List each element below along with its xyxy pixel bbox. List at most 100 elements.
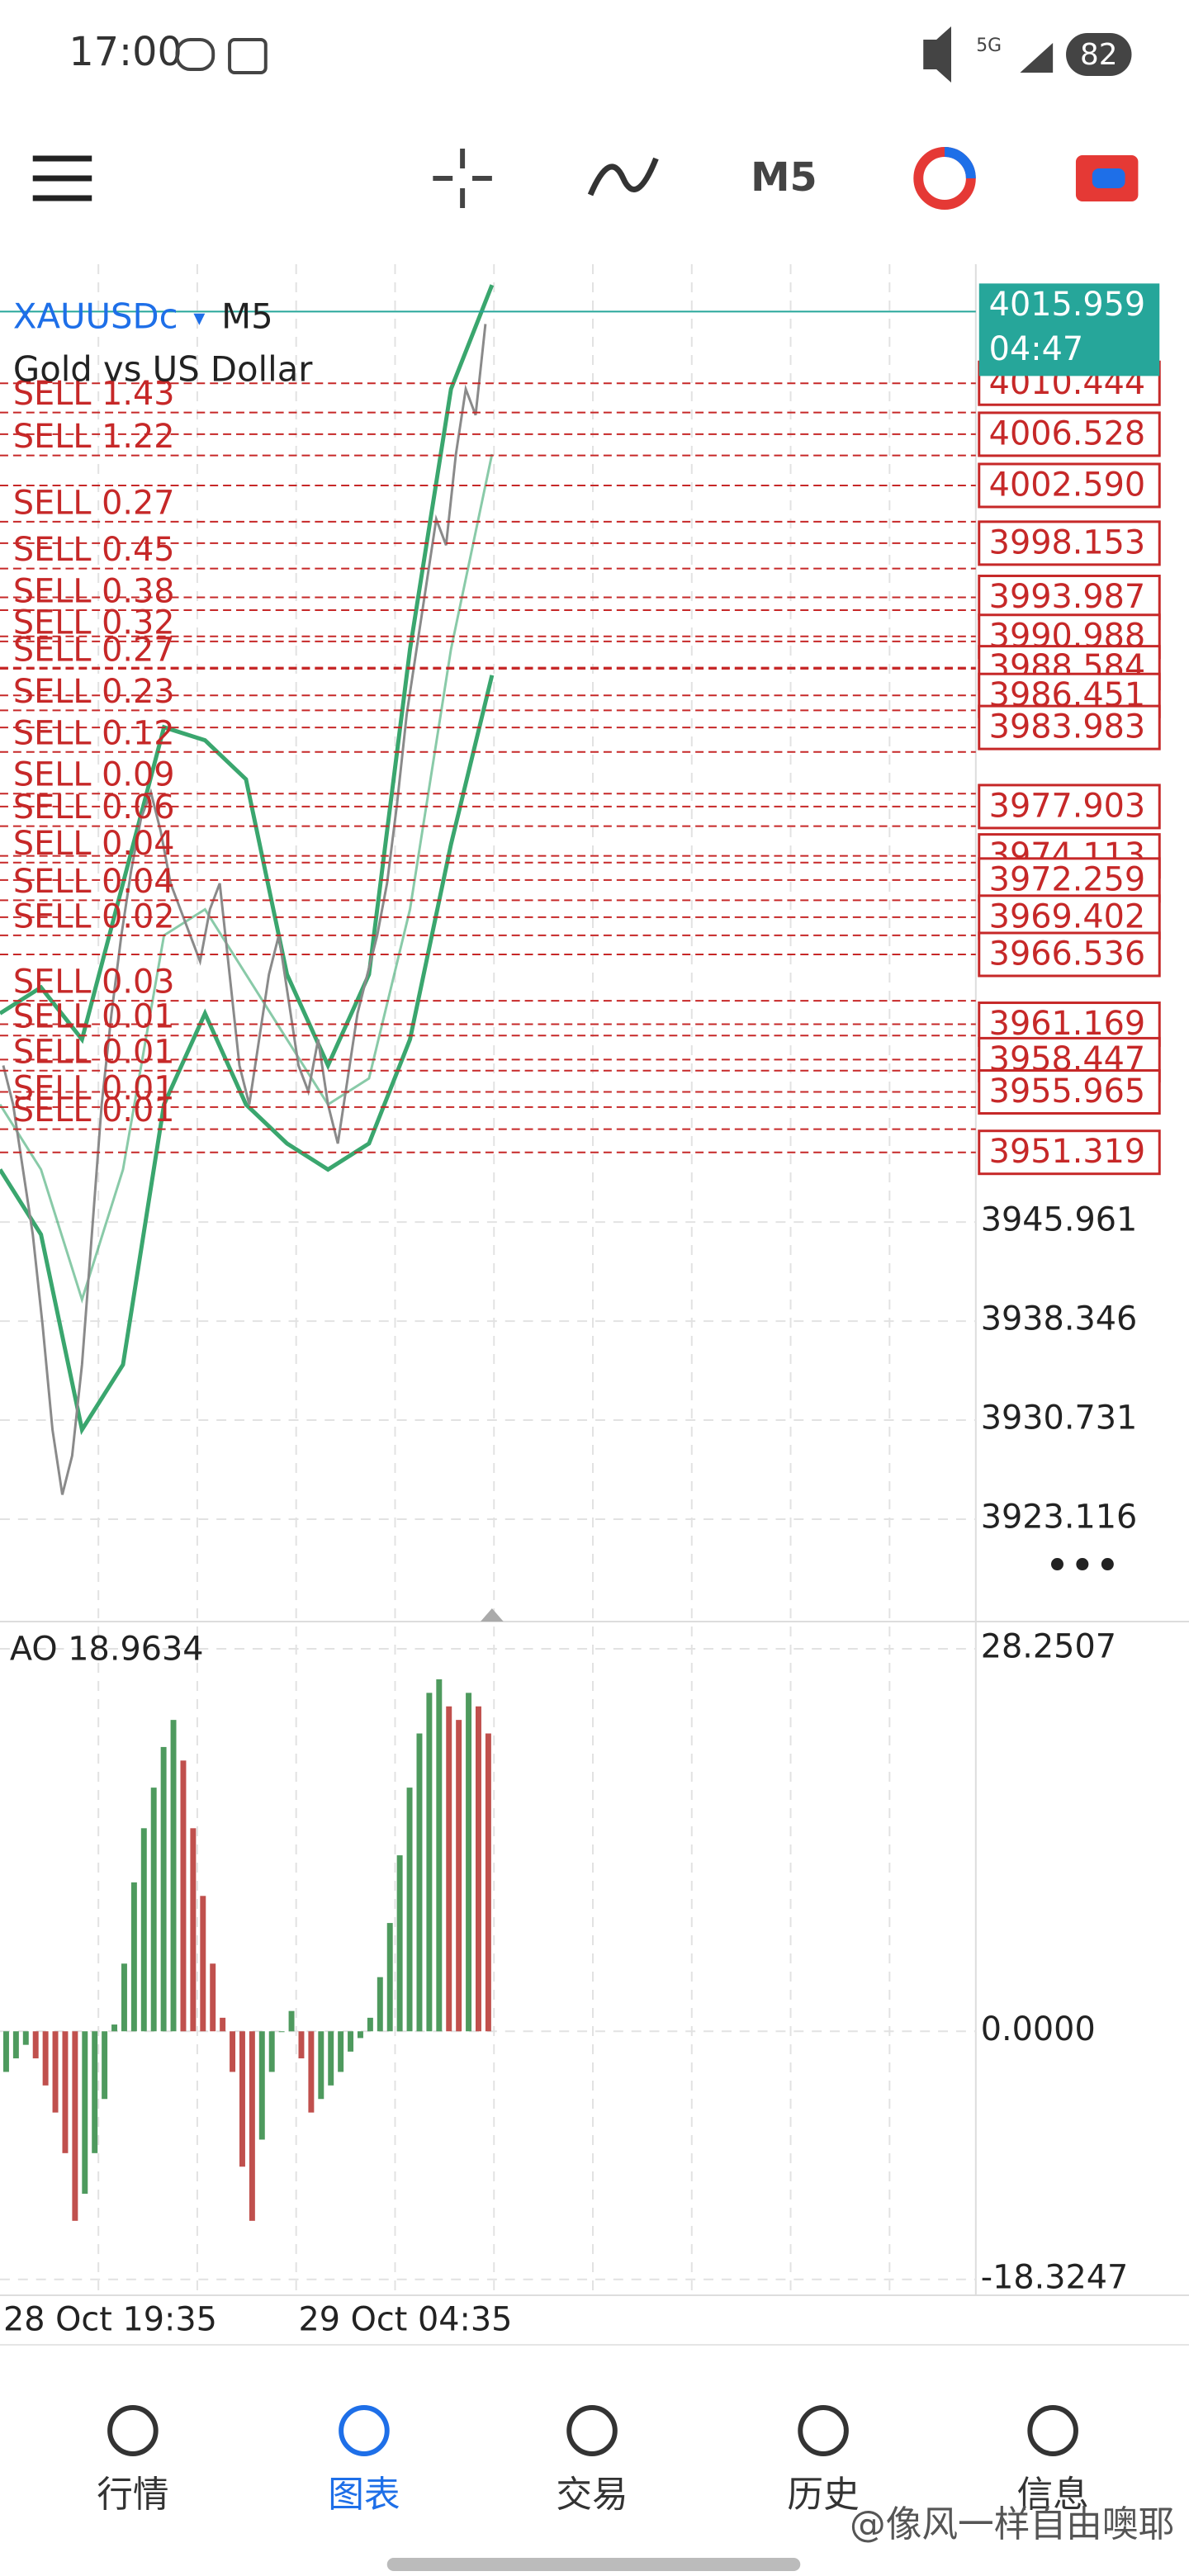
chart-description: Gold vs US Dollar (13, 348, 313, 389)
order-price-box (978, 704, 1161, 751)
y-tick-label: 0.0000 (981, 2010, 1096, 2048)
bottom-nav (0, 2345, 1189, 2576)
more-button[interactable]: ••• (1045, 1541, 1120, 1591)
order-price-label: 3977.903 (989, 787, 1146, 825)
sell-label: SELL 0.06 (13, 788, 175, 826)
sell-label: SELL 0.38 (13, 572, 175, 610)
sell-label: SELL 0.03 (13, 964, 175, 1002)
panel-resize-handle[interactable] (480, 1608, 504, 1622)
ao-bar (52, 2031, 59, 2113)
current-price-time: 04:47 (989, 330, 1083, 368)
y-tick-label: 3930.731 (981, 1399, 1138, 1437)
ao-bar (102, 2031, 108, 2100)
mute-icon (923, 26, 951, 83)
sell-label: SELL 0.27 (13, 484, 175, 522)
status-time: 17:00 (69, 30, 182, 75)
ao-bar (426, 1693, 433, 2032)
order-price-label: 3983.983 (989, 708, 1146, 746)
ao-bar (12, 2031, 19, 2059)
nav-label: 信息 (1016, 2474, 1088, 2516)
y-tick-label: 3938.346 (981, 1300, 1138, 1338)
ao-bar (268, 2031, 275, 2072)
x-tick-label: 28 Oct 19:35 (3, 2300, 217, 2338)
nav-icon (798, 2405, 849, 2456)
ao-bar (200, 1896, 206, 2032)
indicators-button[interactable] (587, 157, 659, 197)
nav-item[interactable]: 历史 (787, 2405, 860, 2516)
ao-bar (416, 1733, 423, 2032)
order-price-box (978, 1129, 1161, 1176)
ao-bar (32, 2031, 39, 2059)
order-price-label: 3993.987 (989, 578, 1146, 616)
band-middle (0, 453, 494, 1304)
ao-bar (72, 2031, 78, 2221)
order-price-label: 4002.590 (989, 466, 1146, 504)
crosshair-button[interactable] (433, 149, 492, 208)
ao-bar (367, 2017, 373, 2032)
network-label: 5G (976, 36, 1002, 56)
ao-bar (357, 2031, 363, 2039)
nav-icon (339, 2405, 390, 2456)
nav-item[interactable]: 图表 (328, 2405, 400, 2516)
ao-bar (111, 2024, 118, 2032)
ao-bar (288, 2010, 295, 2032)
sell-label: SELL 0.45 (13, 531, 175, 569)
battery-level: 82 (1080, 38, 1117, 72)
band-lower (0, 675, 495, 1436)
ao-bar (456, 1720, 462, 2032)
order-price-box (978, 894, 1161, 940)
sell-label: SELL 1.22 (13, 418, 175, 456)
y-tick-label: 28.2507 (981, 1627, 1116, 1665)
ao-bar (180, 1760, 187, 2032)
order-price-label: 3972.259 (989, 860, 1146, 898)
sell-label: SELL 0.12 (13, 714, 175, 752)
nav-item[interactable]: 行情 (97, 2405, 169, 2516)
ao-bar (436, 1679, 443, 2032)
ao-bar (476, 1706, 481, 2032)
ao-bar (210, 1963, 216, 2032)
sell-label: SELL 0.23 (13, 673, 175, 711)
ao-bar (220, 2017, 226, 2032)
ao-bar (230, 2031, 236, 2072)
ao-bar (92, 2031, 98, 2153)
ao-bar (42, 2031, 49, 2086)
y-tick-label: 3945.961 (981, 1201, 1138, 1239)
nav-item[interactable]: 信息 (1016, 2405, 1089, 2516)
ao-bar (239, 2031, 245, 2167)
ao-bar (160, 1746, 167, 2032)
order-price-box (978, 1069, 1161, 1115)
nav-item[interactable]: 交易 (556, 2405, 628, 2516)
ao-bar (466, 1693, 472, 2032)
symbol-dot: ▾ (193, 304, 205, 331)
nav-icon (107, 2405, 159, 2456)
nav-label: 历史 (787, 2474, 859, 2516)
ao-bar (170, 1720, 177, 2032)
order-price-label: 3951.319 (989, 1133, 1146, 1171)
ao-bar (328, 2031, 334, 2086)
sell-label: SELL 0.04 (13, 825, 175, 863)
ao-bar (130, 1882, 137, 2032)
sell-label: SELL 0.02 (13, 897, 175, 935)
gesture-bar (386, 2558, 801, 2571)
ao-bar (298, 2031, 305, 2059)
menu-button[interactable] (32, 155, 92, 201)
ao-bar (258, 2031, 265, 2140)
ao-bar (121, 1963, 127, 2032)
timeframe-button[interactable]: M5 (751, 155, 817, 201)
sell-label: SELL 0.09 (13, 756, 175, 794)
chart-symbol: XAUUSDc (13, 296, 178, 336)
sell-label: SELL 0.01 (13, 1069, 175, 1107)
price-line (2, 324, 487, 1495)
nav-items: 行情 图表 交易 历史 信息 (97, 2405, 1089, 2516)
ao-bar (278, 2031, 285, 2033)
ao-bar (249, 2031, 255, 2221)
order-price-label: 3998.153 (989, 523, 1146, 561)
watermark: @像风一样自由噢耶 (850, 2503, 1174, 2545)
current-price-box (978, 283, 1160, 376)
nav-icon (1027, 2405, 1078, 2456)
order-price-box (978, 520, 1161, 566)
ao-bar (22, 2031, 29, 2045)
order-price-label: 3955.965 (989, 1073, 1146, 1110)
